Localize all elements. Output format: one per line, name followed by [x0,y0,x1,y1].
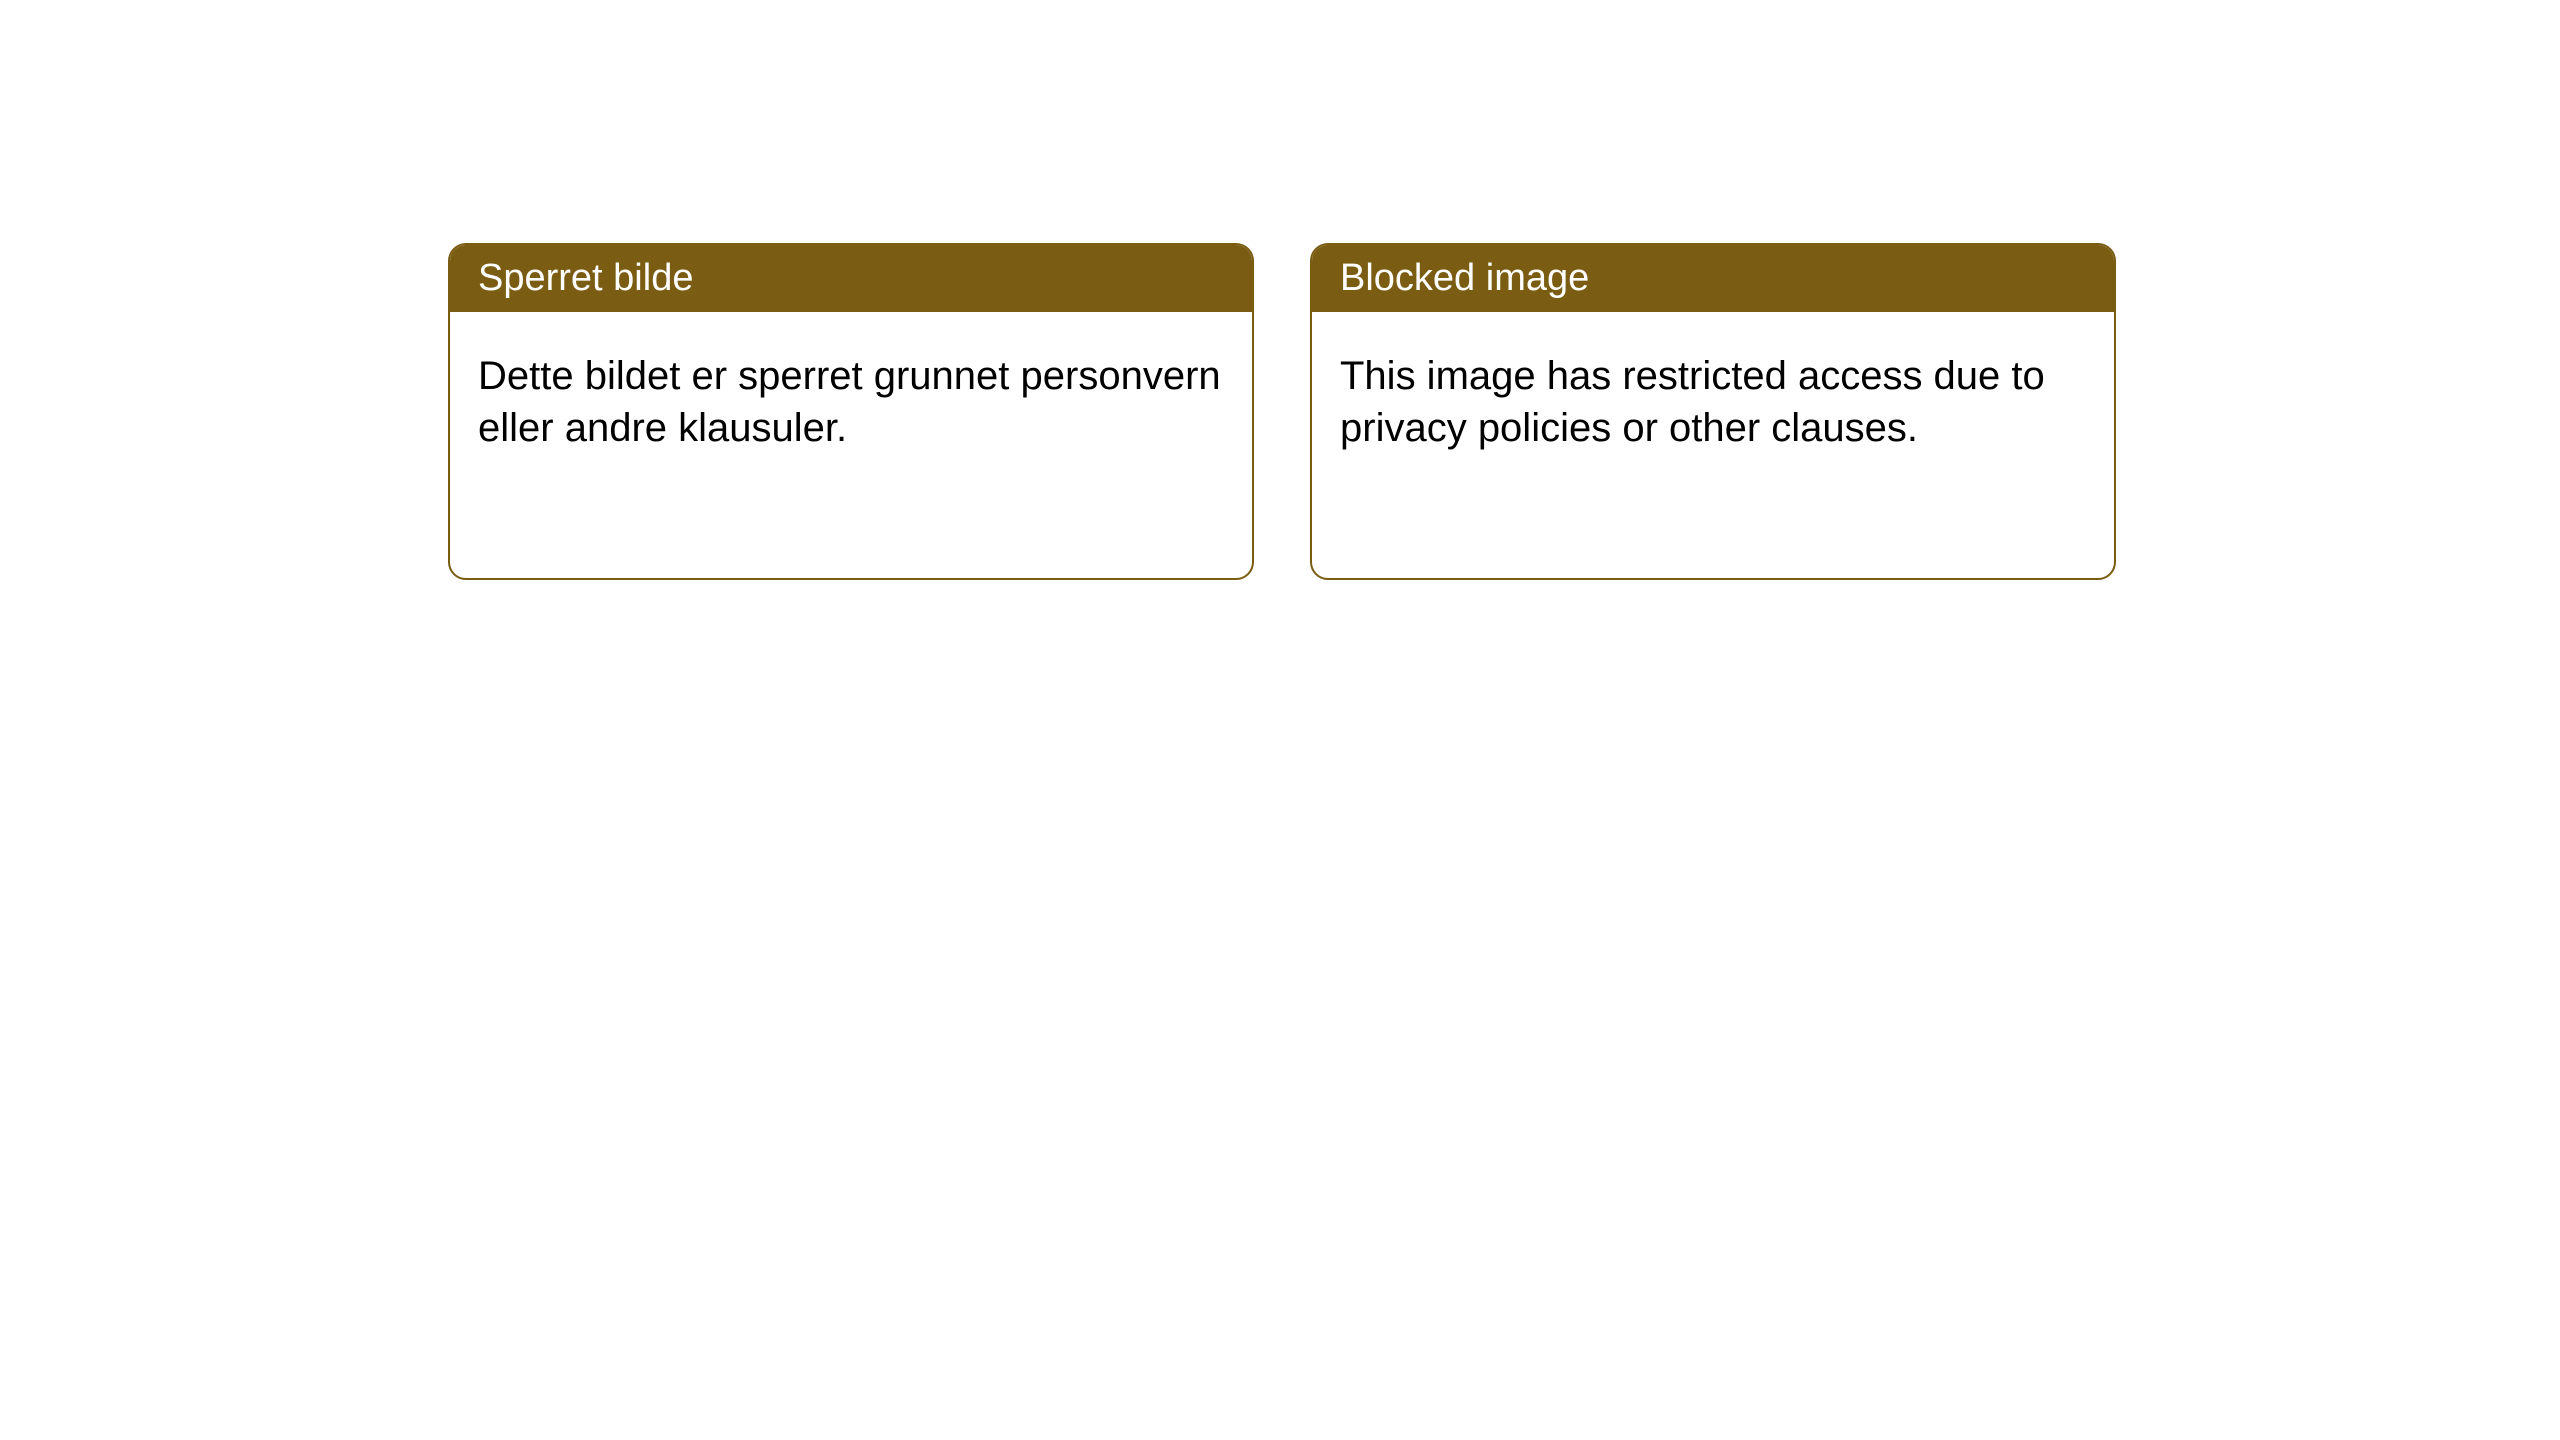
card-body-english: This image has restricted access due to … [1312,312,2114,492]
card-title-english: Blocked image [1340,257,1589,299]
card-header-norwegian: Sperret bilde [450,245,1252,312]
card-text-english: This image has restricted access due to … [1340,354,2045,450]
card-text-norwegian: Dette bildet er sperret grunnet personve… [478,354,1221,450]
cards-container: Sperret bilde Dette bildet er sperret gr… [448,243,2116,580]
card-english: Blocked image This image has restricted … [1310,243,2116,580]
card-norwegian: Sperret bilde Dette bildet er sperret gr… [448,243,1254,580]
card-title-norwegian: Sperret bilde [478,257,693,299]
card-body-norwegian: Dette bildet er sperret grunnet personve… [450,312,1252,492]
card-header-english: Blocked image [1312,245,2114,312]
